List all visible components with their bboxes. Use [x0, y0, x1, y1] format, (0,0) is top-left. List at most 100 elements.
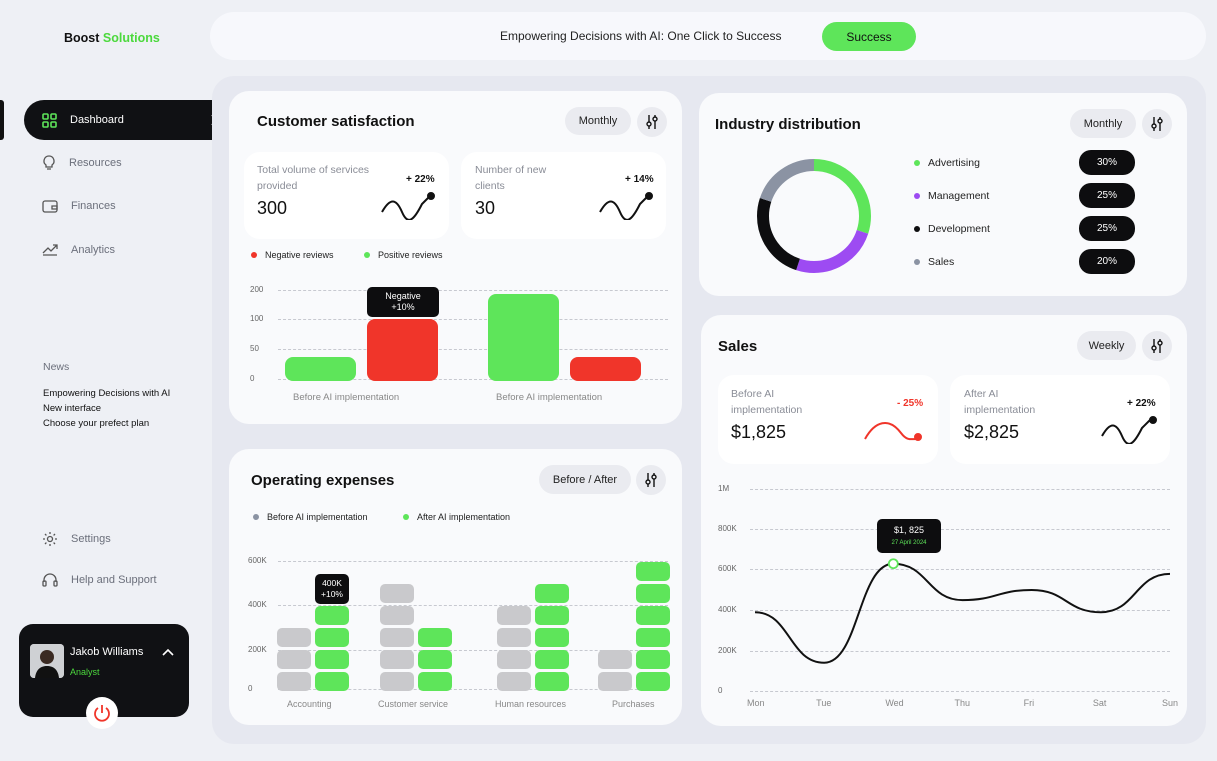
- legend-label: Management: [928, 190, 990, 202]
- percent-badge: 30%: [1079, 150, 1135, 175]
- filter-button[interactable]: [1142, 109, 1172, 139]
- gridline: [278, 650, 668, 651]
- headset-icon: [42, 573, 58, 587]
- period-dropdown[interactable]: Monthly: [565, 107, 631, 135]
- metric-card: [461, 152, 666, 239]
- trend-up-icon: [599, 192, 653, 220]
- legend-item: Positive reviews: [364, 250, 443, 260]
- opex-chart: 600K 400K 200K 0 Accounting Customer service H…: [240, 550, 672, 715]
- news-item[interactable]: Empowering Decisions with AI: [43, 388, 171, 399]
- sidebar-item-help[interactable]: Help and Support: [24, 560, 236, 600]
- sidebar-item-resources[interactable]: Resources: [24, 143, 236, 183]
- news-item[interactable]: Choose your prefect plan: [43, 418, 150, 429]
- legend-label: Sales: [928, 256, 955, 268]
- y-tick-label: 600K: [248, 556, 267, 565]
- legend-item: After AI implementation: [403, 512, 510, 522]
- sidebar-item-label: Dashboard: [70, 114, 124, 126]
- chart-tooltip: $1, 825 27 April 2024: [877, 519, 941, 553]
- y-tick-label: 50: [250, 344, 259, 353]
- metric-change: + 22%: [406, 174, 435, 185]
- sidebar-item-label: Analytics: [71, 244, 116, 256]
- after-cell: [418, 672, 452, 691]
- wallet-icon: [42, 200, 58, 213]
- before-cell: [497, 672, 531, 691]
- gridline: [750, 489, 1170, 490]
- industry-legend: Advertising 30% Management 25% Development 25…: [914, 150, 1144, 284]
- x-axis-label: Before AI implementation: [496, 392, 603, 403]
- legend-item: Management: [914, 190, 989, 202]
- donut-slice-sales: [757, 159, 871, 273]
- legend-label: Advertising: [928, 157, 980, 169]
- gridline: [278, 349, 668, 350]
- sidebar-item-analytics[interactable]: Analytics: [24, 230, 236, 270]
- before-cell: [380, 628, 414, 647]
- gear-icon: [43, 532, 57, 546]
- after-cell: [315, 606, 349, 625]
- gridline: [750, 529, 1170, 530]
- avatar: [30, 644, 64, 678]
- settings-label: Settings: [71, 533, 111, 545]
- x-axis-label: Wed: [885, 698, 904, 708]
- y-tick-label: 200: [250, 285, 264, 294]
- gridline: [278, 319, 668, 320]
- donut-slice-development: [757, 159, 871, 273]
- sales-line: [754, 562, 1171, 664]
- news-heading: News: [43, 361, 70, 373]
- gridline: [278, 561, 668, 562]
- y-tick-label: 200K: [248, 645, 267, 654]
- legend-dot: [914, 226, 920, 232]
- after-cell: [535, 650, 569, 669]
- before-cell: [598, 672, 632, 691]
- logout-button[interactable]: [86, 697, 118, 729]
- active-indicator: [0, 100, 4, 140]
- donut-chart: [757, 159, 871, 273]
- filter-button[interactable]: [1142, 331, 1172, 361]
- after-cell: [535, 628, 569, 647]
- metric-label: Total volume of services provided: [257, 164, 370, 192]
- percent-badge: 20%: [1079, 249, 1135, 274]
- after-cell: [315, 628, 349, 647]
- legend-label: Development: [928, 223, 990, 235]
- top-banner: [210, 12, 1206, 60]
- filter-button[interactable]: [636, 465, 666, 495]
- x-axis-label: Accounting: [287, 699, 332, 709]
- period-dropdown[interactable]: Before / After: [539, 465, 631, 494]
- after-cell: [636, 628, 670, 647]
- trend-up-icon: [381, 192, 435, 220]
- y-tick-label: 0: [248, 684, 253, 693]
- sidebar-item-settings[interactable]: Settings: [24, 519, 236, 559]
- banner-text: Empowering Decisions with AI: One Click …: [500, 29, 782, 43]
- after-cell: [636, 672, 670, 691]
- after-cell: [535, 672, 569, 691]
- before-cell: [380, 606, 414, 625]
- legend-item: Development: [914, 223, 990, 235]
- news-item[interactable]: New interface: [43, 403, 102, 414]
- period-dropdown[interactable]: Monthly: [1070, 109, 1136, 138]
- sales-marker[interactable]: [887, 558, 899, 570]
- sidebar-item-finances[interactable]: Finances: [24, 186, 236, 226]
- bar-positive: [285, 356, 356, 381]
- before-cell: [497, 650, 531, 669]
- help-label: Help and Support: [71, 574, 157, 586]
- metric-card: [718, 375, 938, 464]
- sidebar-item-dashboard[interactable]: Dashboard: [24, 100, 236, 140]
- metric-change: + 22%: [1127, 398, 1156, 409]
- legend-label: After AI implementation: [417, 512, 511, 522]
- metric-value: $2,825: [964, 422, 1020, 442]
- period-dropdown[interactable]: Weekly: [1077, 331, 1136, 360]
- metric-change: + 14%: [625, 174, 654, 185]
- x-axis-label: Thu: [954, 698, 971, 708]
- x-axis-label: Customer service: [378, 699, 449, 709]
- after-cell: [315, 672, 349, 691]
- sliders-icon: [645, 473, 657, 487]
- success-button[interactable]: Success: [822, 22, 916, 51]
- metric-card: [950, 375, 1170, 464]
- brand-part1: Boost: [64, 31, 100, 45]
- legend-dot: [914, 160, 920, 166]
- chevron-up-icon[interactable]: [162, 648, 174, 656]
- before-cell: [380, 672, 414, 691]
- filter-button[interactable]: [637, 107, 667, 137]
- y-tick-label: 800K: [718, 524, 737, 533]
- tooltip-line: 400K: [322, 578, 342, 588]
- after-cell: [315, 650, 349, 669]
